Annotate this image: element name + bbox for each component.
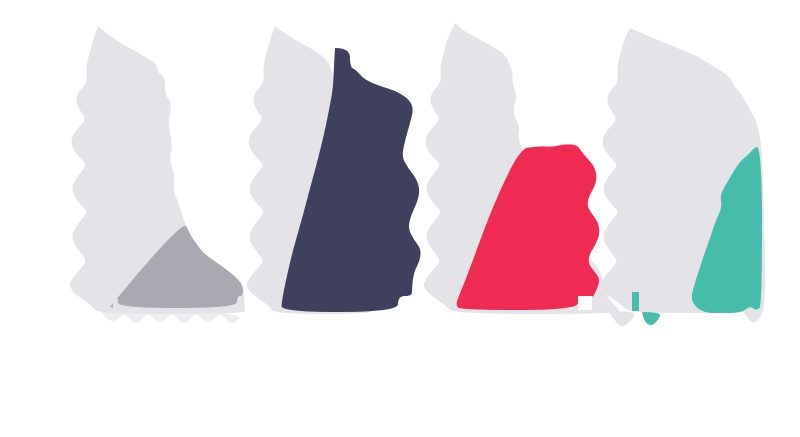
silver-notch-line	[113, 296, 117, 308]
navy-layer	[281, 48, 421, 312]
boundary-bump-gray	[608, 311, 635, 327]
teal-fragment-bump	[642, 312, 661, 325]
red-layer	[456, 144, 600, 310]
silver-layer	[110, 225, 243, 308]
teal-layer	[691, 147, 762, 313]
red-notch-white	[578, 296, 592, 310]
silhouette-panel-1	[70, 26, 245, 314]
white-right-panel	[762, 25, 800, 322]
teal-fragment-strip	[632, 292, 639, 311]
bump-row-panel-1	[100, 311, 240, 324]
